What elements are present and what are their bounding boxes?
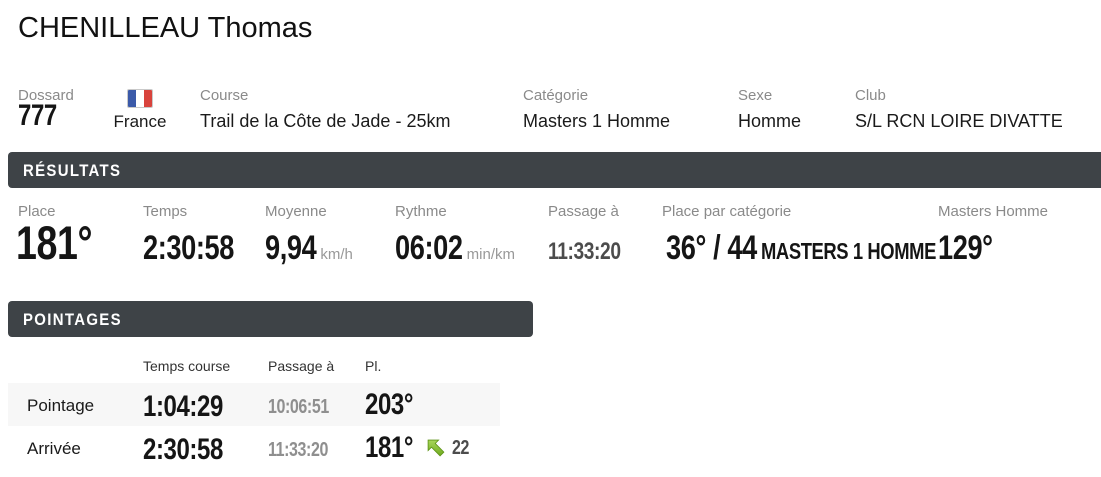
- col-header-place: Pl.: [365, 358, 382, 374]
- col-header-temps-course: Temps course: [143, 358, 231, 374]
- club-value: S/L RCN LOIRE DIVATTE: [855, 111, 1063, 131]
- masters-value: 129°: [938, 229, 993, 267]
- resultats-title: RÉSULTATS: [23, 160, 122, 180]
- places-gained-value: 22: [452, 436, 470, 459]
- course-value: Trail de la Côte de Jade - 25km: [200, 111, 451, 131]
- sexe-value: Homme: [738, 111, 802, 131]
- place-categorie-suffix: MASTERS 1 HOMME: [760, 238, 936, 264]
- categorie-label: Catégorie: [523, 87, 589, 104]
- temps-label: Temps: [143, 203, 188, 220]
- masters-label: Masters Homme: [938, 203, 1049, 220]
- table-row-arrivee: Arrivée 2:30:58 11:33:20 181° 22: [8, 426, 500, 470]
- place-label: Place: [18, 203, 56, 220]
- pointages-section-bar: POINTAGES: [8, 301, 533, 337]
- table-row-pointage: Pointage 1:04:29 10:06:51 203°: [8, 383, 500, 426]
- moyenne-value: 9,94 km/h: [265, 229, 353, 267]
- temps-value: 2:30:58: [143, 229, 234, 267]
- club-label: Club: [855, 87, 886, 104]
- nationality-label: France: [113, 112, 167, 131]
- col-header-passage: Passage à: [268, 358, 335, 374]
- row-passage: 10:06:51: [268, 396, 329, 418]
- page-title: CHENILLEAU Thomas: [18, 12, 313, 44]
- moyenne-label: Moyenne: [265, 203, 327, 220]
- arrow-up-left-icon: [427, 439, 445, 456]
- course-label: Course: [200, 87, 249, 104]
- nationality-block: France: [108, 89, 172, 132]
- france-flag-icon: [127, 89, 153, 108]
- place-categorie-value: 36° / 44 MASTERS 1 HOMME: [666, 229, 936, 267]
- row-place: 203°: [365, 388, 414, 421]
- resultats-section-bar: RÉSULTATS: [8, 152, 1101, 188]
- moyenne-unit: km/h: [320, 246, 353, 263]
- row-label: Arrivée: [27, 439, 81, 458]
- row-passage: 11:33:20: [268, 439, 328, 461]
- pointages-title: POINTAGES: [23, 309, 122, 329]
- places-gained-indicator: 22: [426, 437, 473, 460]
- place-categorie-label: Place par catégorie: [662, 203, 792, 220]
- rythme-value: 06:02 min/km: [395, 229, 516, 267]
- rythme-label: Rythme: [395, 203, 447, 220]
- dossard-value: 777: [18, 99, 57, 132]
- place-value: 181°: [16, 216, 93, 269]
- dossard-label: Dossard: [18, 87, 74, 104]
- row-temps: 1:04:29: [143, 390, 223, 423]
- sexe-label: Sexe: [738, 87, 773, 104]
- passage-label: Passage à: [548, 203, 619, 220]
- row-place: 181° 22: [365, 433, 473, 463]
- categorie-value: Masters 1 Homme: [523, 111, 671, 131]
- passage-value: 11:33:20: [548, 238, 621, 265]
- row-temps: 2:30:58: [143, 433, 223, 466]
- row-label: Pointage: [27, 396, 95, 415]
- rythme-unit: min/km: [466, 246, 516, 263]
